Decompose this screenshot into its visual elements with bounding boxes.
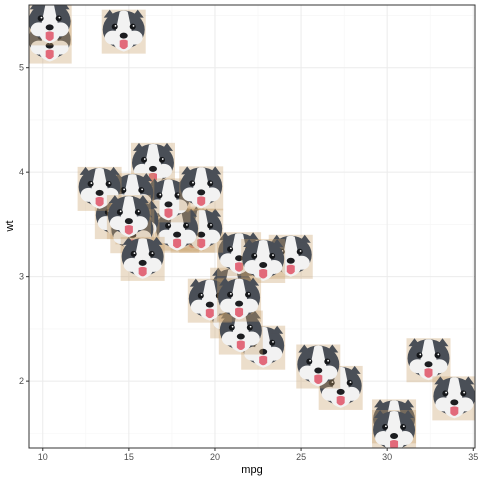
x-tick-label: 20 (210, 452, 220, 462)
x-tick-label: 35 (468, 452, 478, 462)
data-point (241, 238, 286, 283)
data-point (218, 310, 263, 355)
grid-major (29, 5, 475, 448)
y-tick-label: 5 (19, 63, 24, 73)
data-point (106, 195, 151, 240)
x-tick-label: 25 (296, 452, 306, 462)
data-point (432, 376, 475, 421)
data-point (146, 178, 191, 223)
data-point (217, 277, 262, 322)
data-point (29, 5, 72, 46)
y-axis-title: wt (4, 221, 16, 233)
y-tick-label: 4 (19, 167, 24, 177)
y-tick-label: 2 (19, 376, 24, 386)
data-point (130, 142, 175, 187)
x-tick-label: 30 (382, 452, 392, 462)
panel-border (28, 4, 476, 449)
data-point (179, 166, 224, 211)
x-tick-label: 10 (38, 452, 48, 462)
y-axis-ticks: 2 3 4 5 (19, 63, 29, 386)
x-tick-label: 15 (124, 452, 134, 462)
y-tick-label: 3 (19, 272, 24, 282)
x-axis-title: mpg (241, 464, 262, 476)
x-axis-ticks: 10 15 20 25 30 35 (38, 448, 478, 462)
data-point (120, 236, 165, 281)
data-point (406, 338, 451, 383)
data-point (372, 410, 417, 448)
points-layer (29, 5, 475, 448)
data-point (296, 344, 341, 389)
data-point (101, 9, 146, 54)
